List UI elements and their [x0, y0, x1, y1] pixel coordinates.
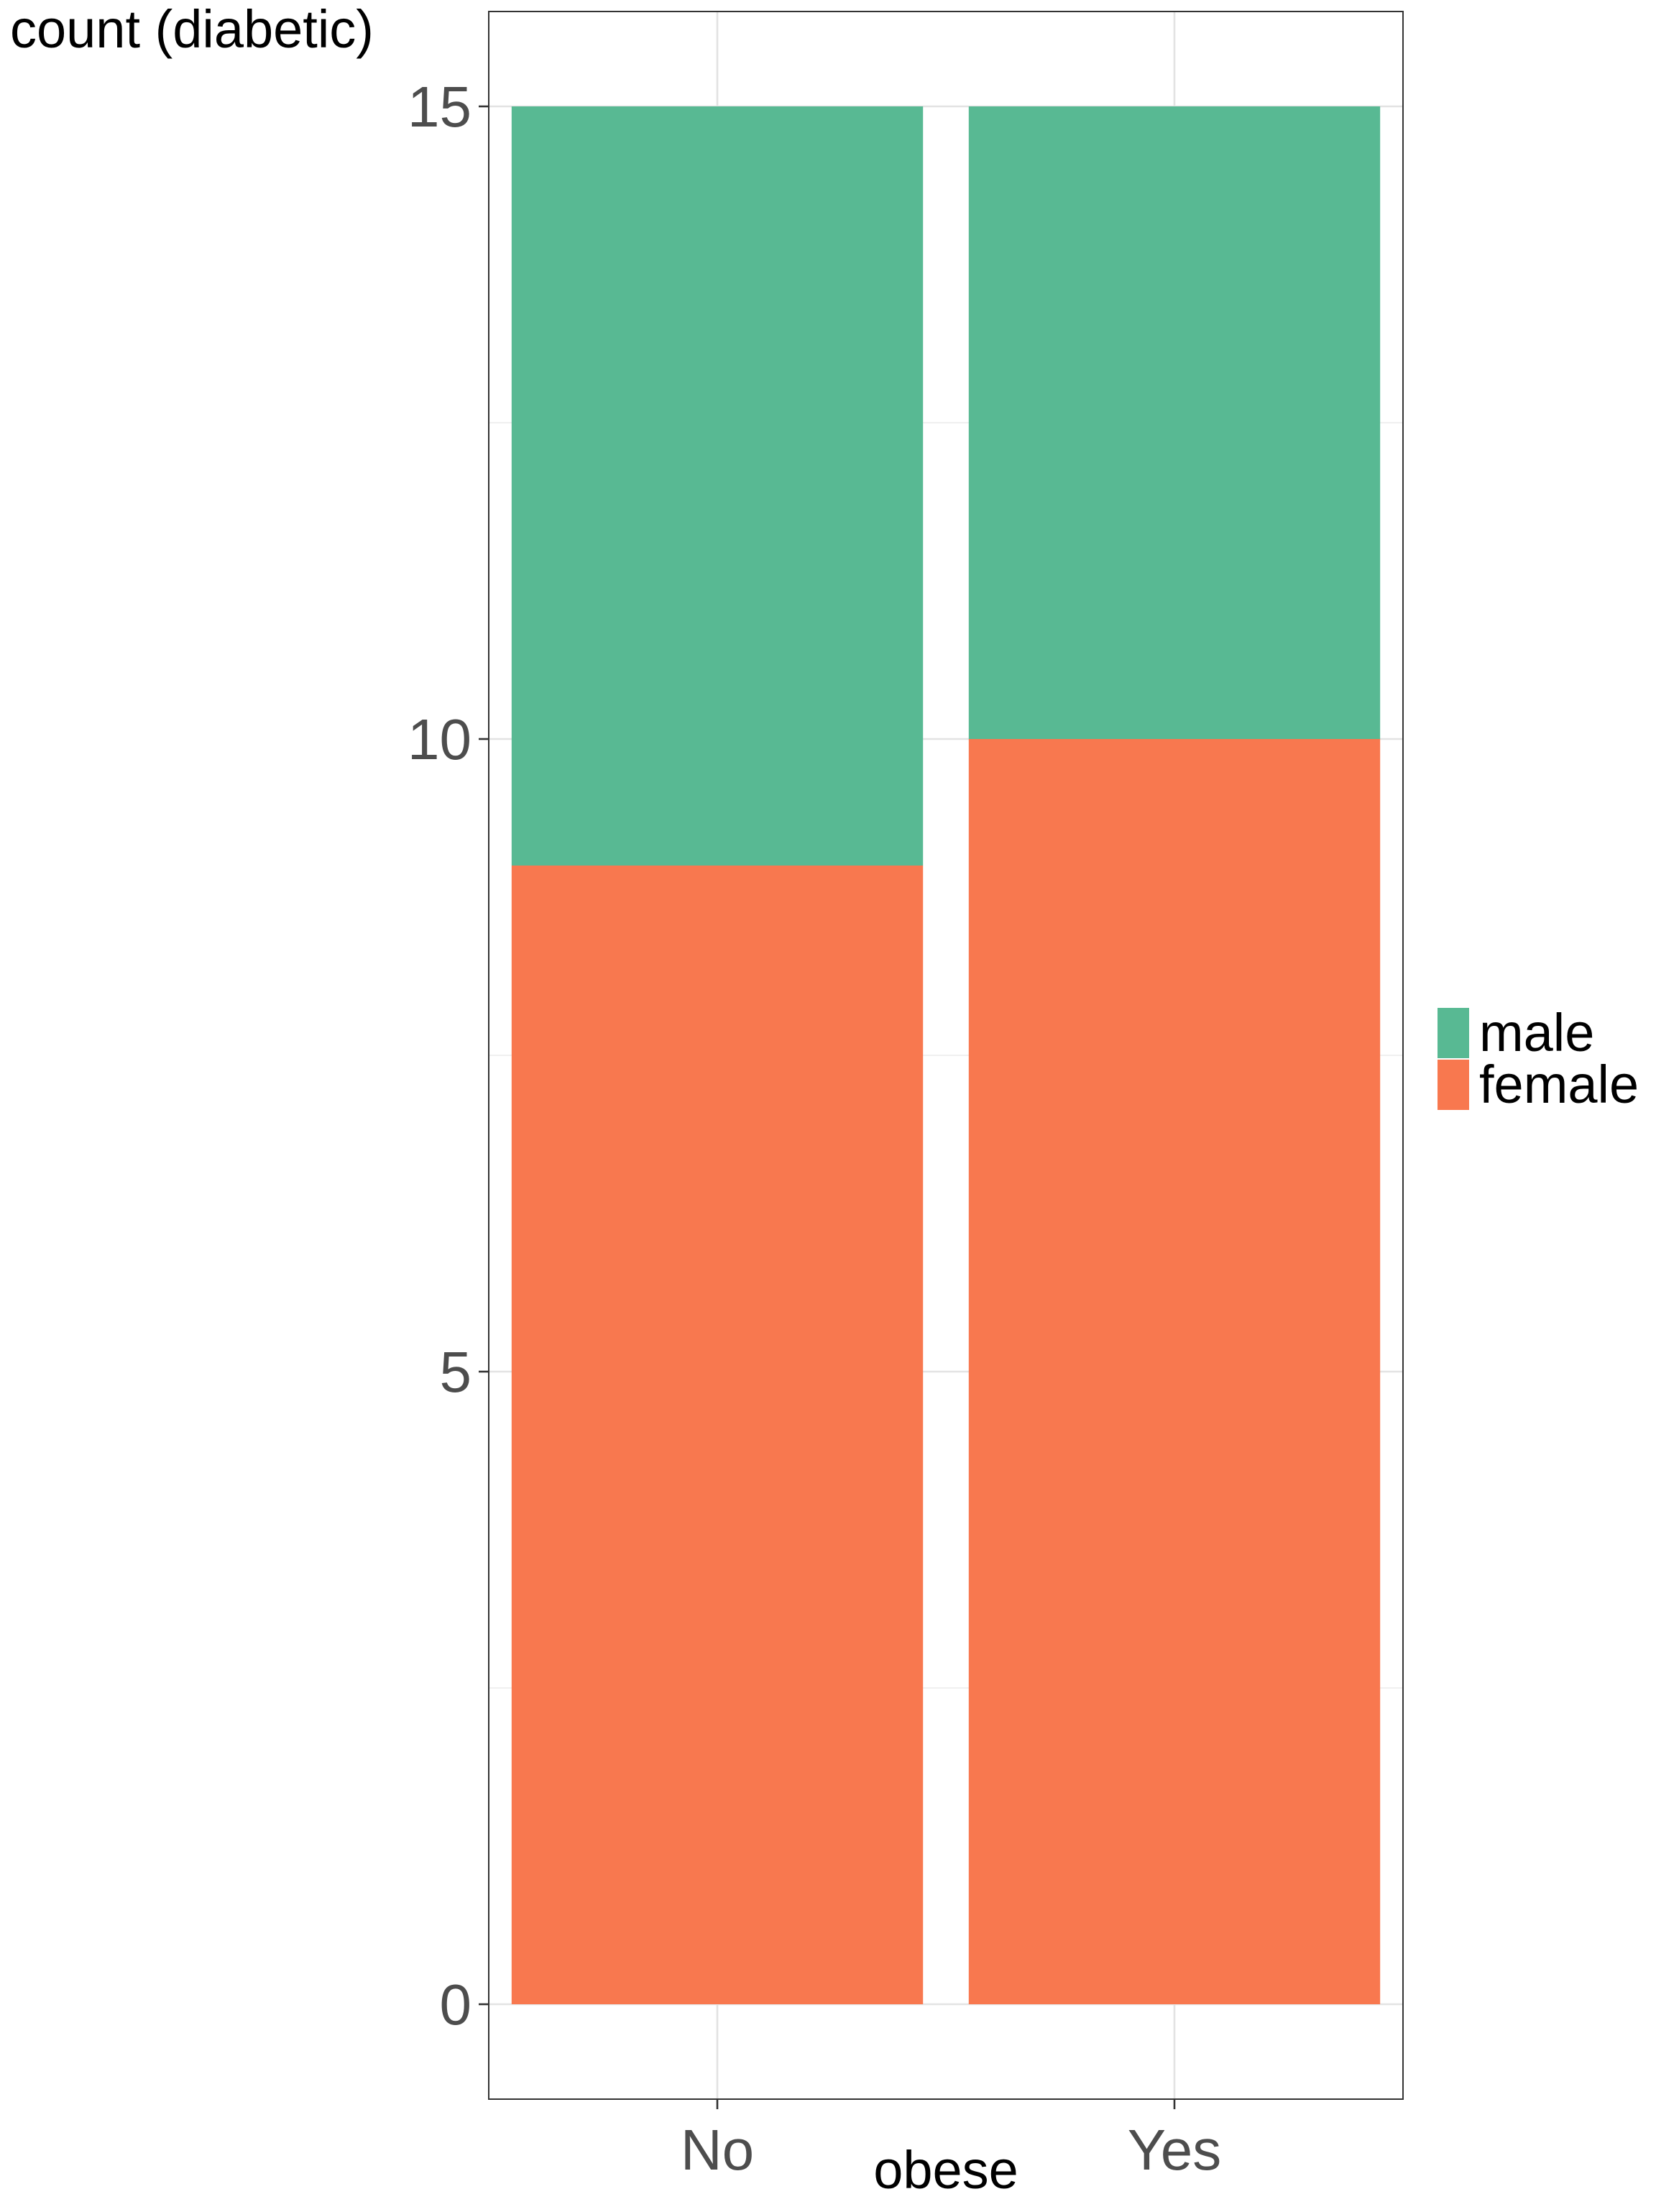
y-tick-label: 10: [408, 707, 472, 771]
bar-segment-male-yes: [968, 106, 1381, 739]
panel-border: [488, 11, 1404, 2100]
tick-layer: 0 5 10 15 No Yes: [408, 75, 1221, 2182]
y-axis-title: count (diabetic): [10, 0, 374, 59]
x-tick-label: Yes: [1128, 2118, 1222, 2182]
bar-layer: [511, 106, 1381, 2004]
bar-segment-male-no: [511, 106, 924, 866]
y-tick-label: 0: [440, 1973, 472, 2037]
legend-key-female: [1438, 1060, 1469, 1110]
y-tick-label: 5: [440, 1340, 472, 1404]
bar-segment-female-yes: [968, 739, 1381, 2004]
bar-segment-female-no: [511, 866, 924, 2004]
x-axis-title: obese: [873, 2140, 1018, 2200]
legend-label-male: male: [1479, 1003, 1594, 1063]
legend-label-female: female: [1479, 1055, 1639, 1114]
legend-key-male: [1438, 1008, 1469, 1058]
y-tick-label: 15: [408, 75, 472, 139]
x-tick-label: No: [681, 2118, 754, 2182]
